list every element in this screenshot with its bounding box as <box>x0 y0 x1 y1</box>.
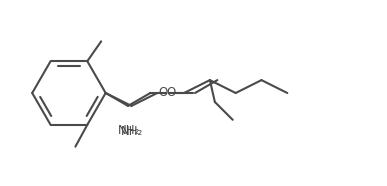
Text: O: O <box>159 86 168 100</box>
Text: O: O <box>166 86 176 100</box>
Text: NH₂: NH₂ <box>122 125 144 138</box>
Text: NH₂: NH₂ <box>118 124 140 137</box>
